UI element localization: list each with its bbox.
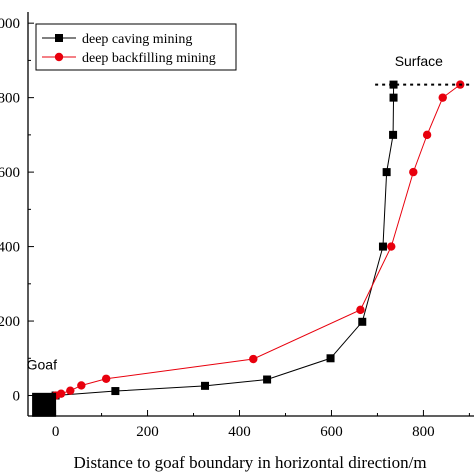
data-point-circle — [422, 130, 432, 140]
data-point-square — [382, 168, 391, 177]
x-tick-label: 200 — [136, 424, 159, 440]
legend-marker-circle — [54, 52, 64, 62]
data-point-circle — [356, 305, 365, 315]
data-point-square — [389, 93, 398, 102]
series-line-1 — [55, 84, 461, 396]
data-point-square — [358, 317, 367, 326]
x-tick-label: 400 — [228, 424, 251, 440]
series-line-0 — [55, 84, 395, 397]
legend-label: deep caving mining — [82, 32, 192, 47]
y-tick-label: 600 — [0, 165, 20, 181]
data-point-square — [389, 80, 398, 89]
y-tick-label: 200 — [0, 314, 20, 330]
x-tick-label: 600 — [320, 424, 343, 440]
y-tick-label: 800 — [0, 91, 20, 107]
x-tick-label: 0 — [52, 424, 60, 440]
y-tick-label: 0 — [13, 389, 21, 405]
y-tick-label: 400 — [0, 240, 20, 256]
legend-label: deep backfilling mining — [82, 51, 216, 66]
data-point-square — [201, 381, 210, 390]
legend-marker-square — [55, 34, 63, 42]
data-point-square — [326, 354, 335, 363]
data-point-circle — [77, 381, 86, 390]
data-point-circle — [66, 386, 75, 395]
data-point-circle — [56, 389, 66, 398]
x-tick-label: 800 — [412, 424, 435, 440]
data-point-square — [389, 130, 398, 139]
y-tick-label: 1000 — [0, 16, 20, 32]
data-point-square — [263, 375, 272, 384]
data-point-circle — [387, 242, 396, 251]
data-point-circle — [409, 167, 418, 177]
legend-box — [35, 23, 237, 71]
data-point-circle — [438, 93, 447, 102]
data-point-circle — [101, 374, 111, 383]
goaf-block — [32, 392, 57, 417]
annotation-goaf: Goaf — [27, 356, 57, 372]
x-axis-title: Distance to goaf boundary in horizontal … — [73, 453, 426, 472]
data-point-circle — [249, 354, 258, 364]
data-point-square — [111, 387, 120, 396]
annotation-surface: Surface — [395, 53, 443, 69]
data-point-square — [378, 242, 387, 251]
